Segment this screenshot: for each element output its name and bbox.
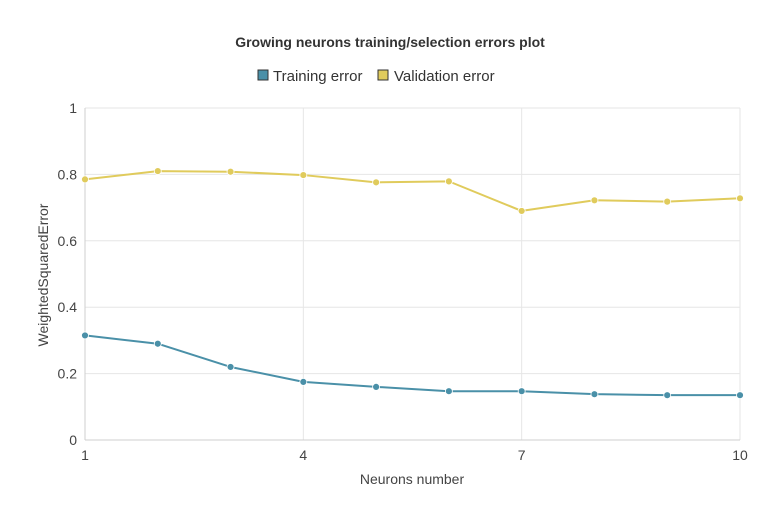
data-point-training[interactable] [81,331,89,340]
legend-label-validation: Validation error [394,68,495,85]
data-point-validation[interactable] [81,175,89,184]
data-point-training[interactable] [663,391,672,400]
y-tick-label: 0.6 [58,233,78,249]
y-tick-label: 0.2 [58,366,78,382]
data-point-validation[interactable] [372,178,381,187]
data-point-training[interactable] [372,382,381,391]
x-tick-label: 4 [299,447,307,463]
data-point-validation[interactable] [226,167,235,176]
y-tick-label: 1 [69,100,77,116]
series-line-training [84,334,740,397]
legend: Training error Validation error [257,68,495,85]
data-point-validation[interactable] [663,197,672,206]
series-layer [81,167,744,400]
legend-swatch-training [257,69,269,81]
x-tick-label: 1 [81,447,89,463]
x-axis-title: Neurons number [360,471,465,487]
y-tick-label: 0.4 [58,299,78,315]
grid [85,107,741,440]
axes [84,108,740,441]
legend-item-validation[interactable]: Validation error [377,68,495,85]
data-point-validation[interactable] [299,171,308,179]
data-point-validation[interactable] [736,194,744,203]
chart-title: Growing neurons training/selection error… [235,34,545,50]
data-point-training[interactable] [299,377,308,386]
legend-item-training[interactable]: Training error [257,68,362,85]
y-axis-ticks: 0 0.2 0.4 0.6 0.8 1 [58,100,78,448]
x-tick-label: 10 [732,447,748,463]
data-point-training[interactable] [736,391,744,400]
data-point-validation[interactable] [153,167,162,175]
y-tick-label: 0.8 [58,166,78,182]
data-point-validation[interactable] [517,207,526,215]
y-axis-title: WeightedSquaredError [35,203,51,346]
legend-label-training: Training error [273,68,362,85]
data-point-training[interactable] [226,363,235,371]
data-point-training[interactable] [590,390,599,399]
series-line-validation [84,170,741,212]
y-tick-label: 0 [69,432,77,448]
legend-swatch-validation [377,69,389,81]
x-axis-ticks: 1 4 7 10 [81,447,748,463]
data-point-validation[interactable] [590,196,599,205]
data-point-training[interactable] [517,387,526,396]
data-point-training[interactable] [153,339,162,348]
data-point-training[interactable] [444,387,453,396]
data-point-validation[interactable] [444,177,453,186]
x-tick-label: 7 [518,447,526,463]
